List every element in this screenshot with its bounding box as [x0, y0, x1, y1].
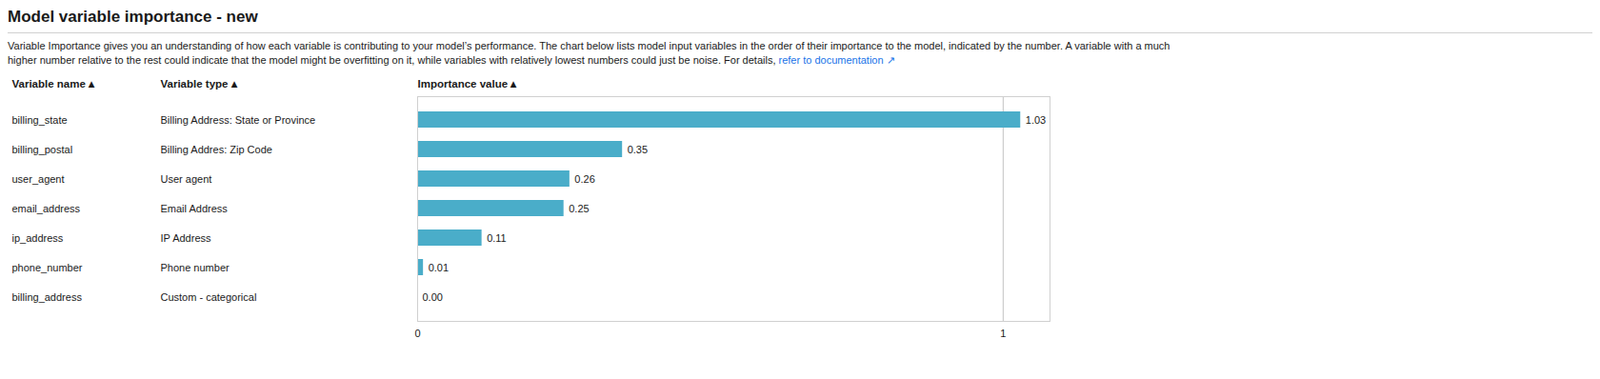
- svg-text:Email Address: Email Address: [160, 202, 229, 215]
- svg-text:billing_address: billing_address: [12, 291, 83, 303]
- svg-text:Billing Address: State or Prov: Billing Address: State or Province: [160, 114, 317, 126]
- html-text:Model variable importance - ne: Model variable importance - new: [7, 7, 258, 26]
- svg-text:0.25: 0.25: [568, 202, 589, 215]
- svg-text:0.01: 0.01: [428, 261, 449, 274]
- svg-text:billing_state: billing_state: [12, 114, 68, 126]
- svg-text:0.35: 0.35: [627, 143, 648, 156]
- svg-text:0.26: 0.26: [574, 173, 595, 185]
- svg-text:Billing Addres: Zip Code: Billing Addres: Zip Code: [160, 143, 273, 156]
- html-text:higher number relative to the: higher number relative to the rest could…: [7, 54, 895, 66]
- svg-text:0: 0: [414, 327, 420, 340]
- svg-text:0.11: 0.11: [486, 232, 507, 244]
- svg-text:Variable type ▴: Variable type ▴: [160, 78, 239, 90]
- svg-text:1: 1: [1000, 327, 1006, 340]
- svg-text:ip_address: ip_address: [12, 232, 64, 244]
- svg-text:user_agent: user_agent: [12, 173, 65, 185]
- svg-text:email_address: email_address: [12, 202, 81, 215]
- svg-text:Importance value ▴: Importance value ▴: [418, 78, 519, 90]
- svg-text:phone_number: phone_number: [12, 261, 83, 274]
- svg-text:Variable name ▴: Variable name ▴: [12, 78, 97, 90]
- svg-text:Phone number: Phone number: [160, 261, 230, 274]
- svg-text:1.03: 1.03: [1025, 114, 1046, 126]
- svg-text:IP Address: IP Address: [160, 232, 212, 244]
- svg-text:billing_postal: billing_postal: [12, 143, 74, 156]
- svg-text:0.00: 0.00: [422, 291, 443, 303]
- html-text:Variable Importance gives you: Variable Importance gives you an underst…: [7, 40, 1170, 52]
- svg-text:Custom - categorical: Custom - categorical: [160, 291, 258, 303]
- svg-text:User agent: User agent: [160, 173, 213, 185]
